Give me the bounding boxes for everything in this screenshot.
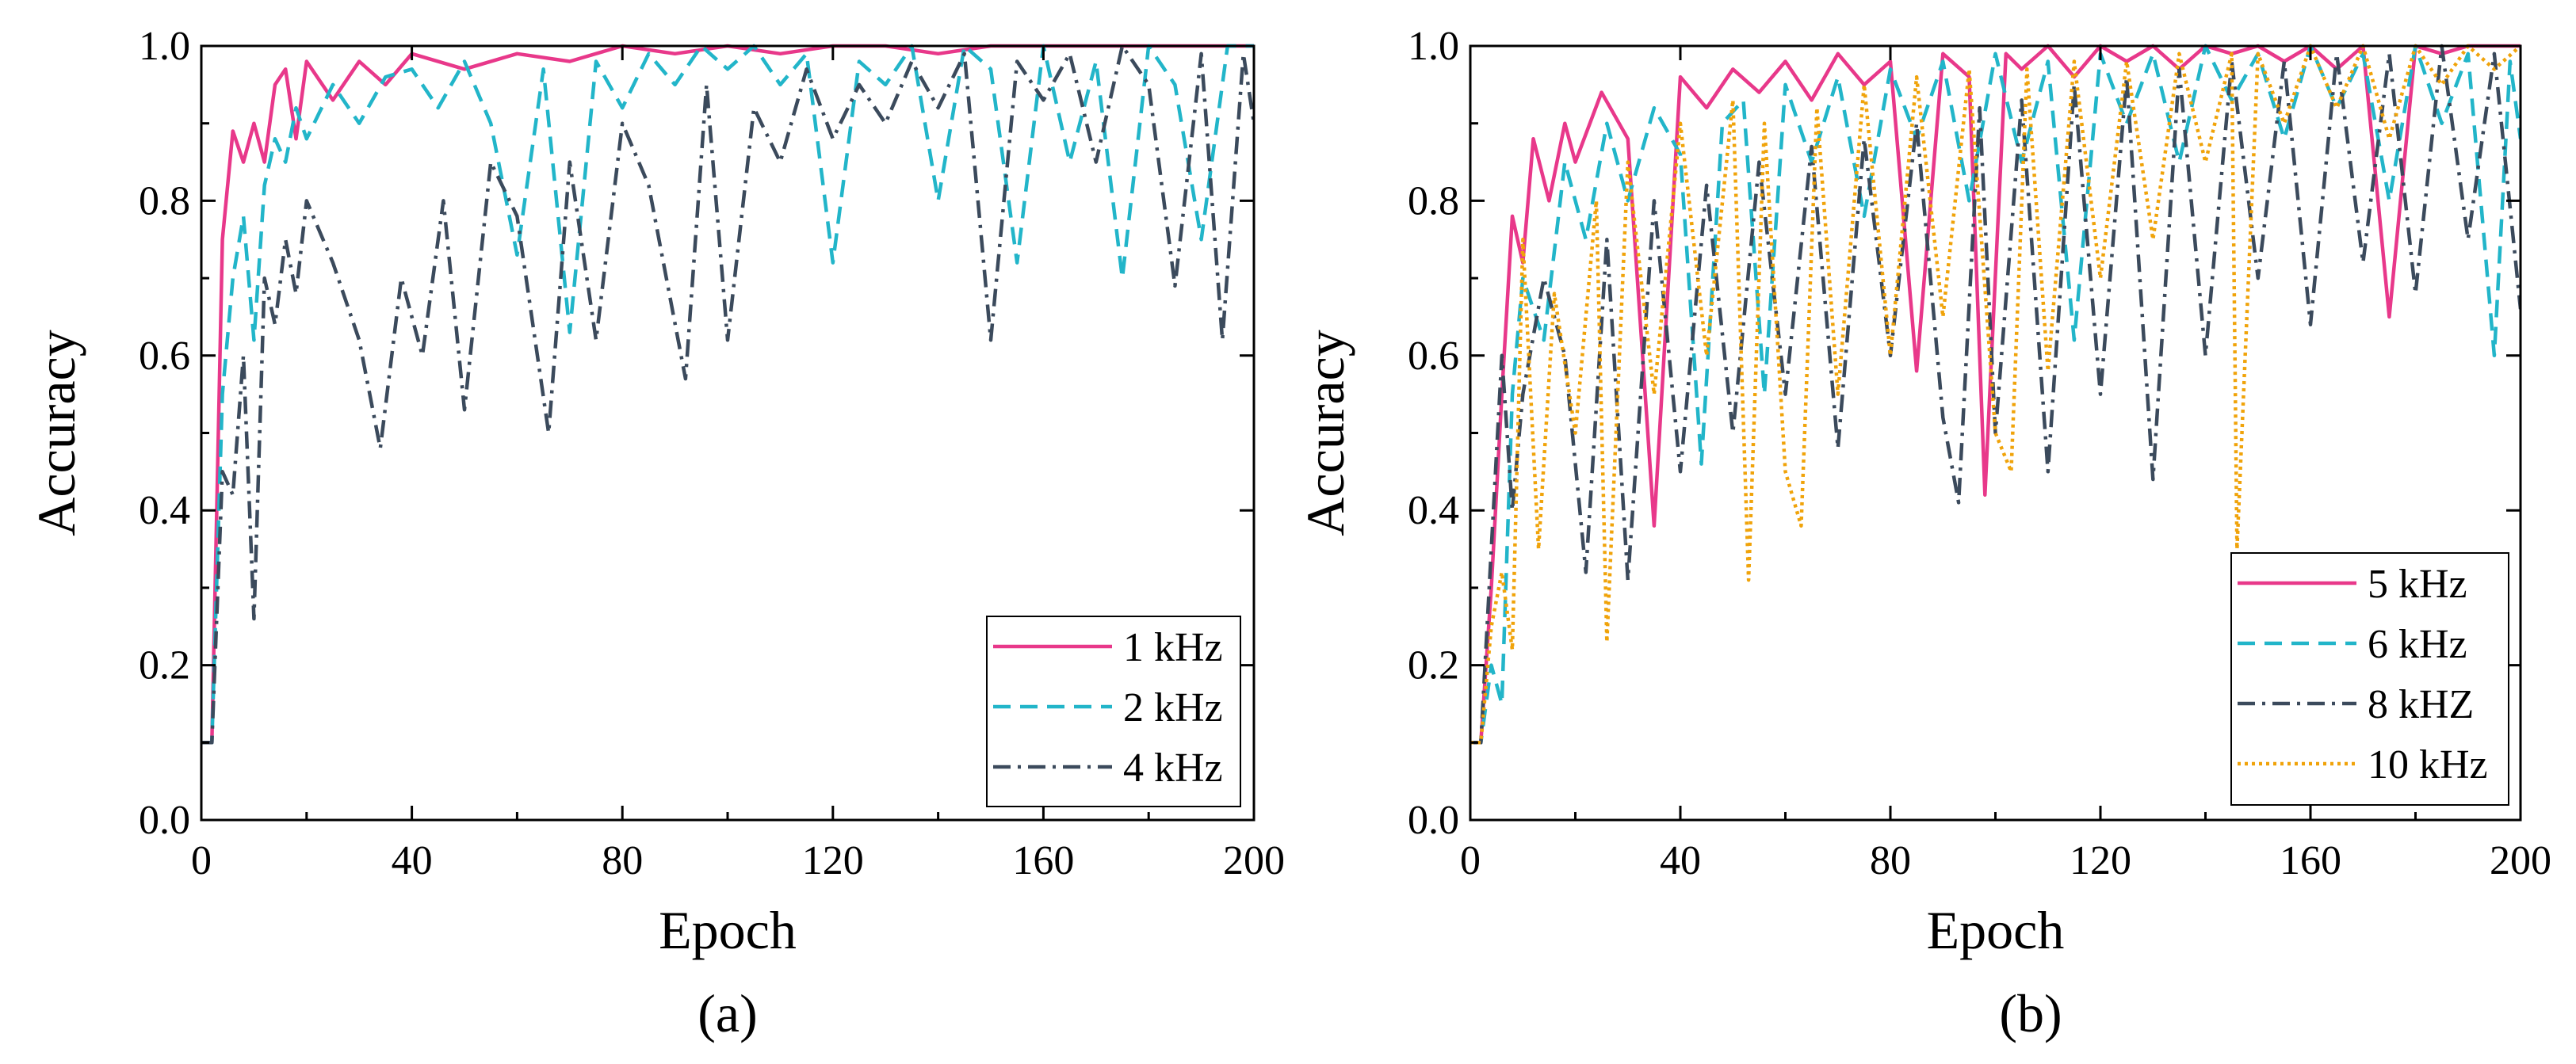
series-line-b-5-khz (1470, 44, 2521, 745)
x-axis-label-a: Epoch (659, 900, 797, 960)
panel-caption-b: (b) (1999, 983, 2062, 1043)
y-tick-label-b: 0.8 (1408, 178, 1459, 223)
x-tick-label-a: 80 (602, 838, 643, 883)
x-tick-label-b: 0 (1460, 838, 1481, 883)
legend-a: 1 kHz 2 kHz 4 kHz (986, 616, 1241, 807)
x-tick-label-b: 200 (2490, 838, 2551, 883)
y-tick-label-b: 1.0 (1408, 24, 1459, 69)
series-line-a-4-khz (201, 44, 1254, 745)
legend-box-b (2230, 552, 2509, 806)
legend-label-a: 2 kHz (1123, 685, 1223, 730)
legend-label-a: 1 kHz (1123, 625, 1223, 670)
x-tick-label-b: 40 (1660, 838, 1701, 883)
panel-caption-a: (a) (698, 983, 757, 1043)
x-tick-label-b: 120 (2070, 838, 2131, 883)
y-axis-label-a: Accuracy (26, 330, 86, 536)
x-tick-label-b: 160 (2280, 838, 2341, 883)
y-axis-label-b: Accuracy (1295, 330, 1355, 536)
y-tick-label-b: 0.4 (1408, 488, 1459, 533)
x-axis-label-b: Epoch (1927, 900, 2065, 960)
series-line-b-8-khz (1470, 44, 2521, 745)
x-tick-label-b: 80 (1870, 838, 1911, 883)
y-tick-label-b: 0.6 (1408, 334, 1459, 379)
y-tick-label-b: 0.0 (1408, 798, 1459, 843)
y-tick-label-a: 0.0 (139, 798, 190, 843)
x-tick-label-a: 120 (802, 838, 864, 883)
series-line-b-6-khz (1470, 44, 2521, 745)
legend-label-a: 4 kHz (1123, 746, 1223, 791)
x-tick-label-a: 0 (191, 838, 212, 883)
y-tick-label-a: 0.6 (139, 334, 190, 379)
y-tick-label-a: 0.2 (139, 643, 190, 688)
legend-label-b: 8 kHZ (2368, 682, 2474, 727)
plot-area-a: 0 40 80 120 160 200 0.0 0.2 0.4 0.6 0.8 1.0 Epoch Acc… (26, 24, 1285, 960)
y-tick-label-a: 0.8 (139, 178, 190, 223)
series-line-b-10-khz (1470, 44, 2521, 745)
plot-area-b: 0 40 80 120 160 200 0.0 0.2 0.4 0.6 0.8 1.0 Epoch Acc… (1295, 24, 2551, 960)
panel-b: 0 40 80 120 160 200 0.0 0.2 0.4 0.6 0.8 1.0 Epoch Acc… (1295, 24, 2551, 1043)
y-tick-label-a: 0.4 (139, 488, 190, 533)
x-tick-label-a: 200 (1223, 838, 1285, 883)
legend-label-b: 6 kHz (2368, 622, 2467, 667)
y-tick-label-b: 0.2 (1408, 643, 1459, 688)
legend-label-b: 10 kHz (2368, 742, 2488, 788)
y-tick-label-a: 1.0 (139, 24, 190, 69)
x-tick-label-a: 40 (392, 838, 433, 883)
legend-label-b: 5 kHz (2368, 562, 2467, 607)
x-tick-label-a: 160 (1012, 838, 1074, 883)
panel-a: 0 40 80 120 160 200 0.0 0.2 0.4 0.6 0.8 1.0 Epoch Acc… (26, 24, 1285, 1043)
series-line-a-2-khz (201, 44, 1254, 745)
legend-b: 5 kHz 6 kHz 8 kHZ 10 kHz (2230, 552, 2509, 806)
